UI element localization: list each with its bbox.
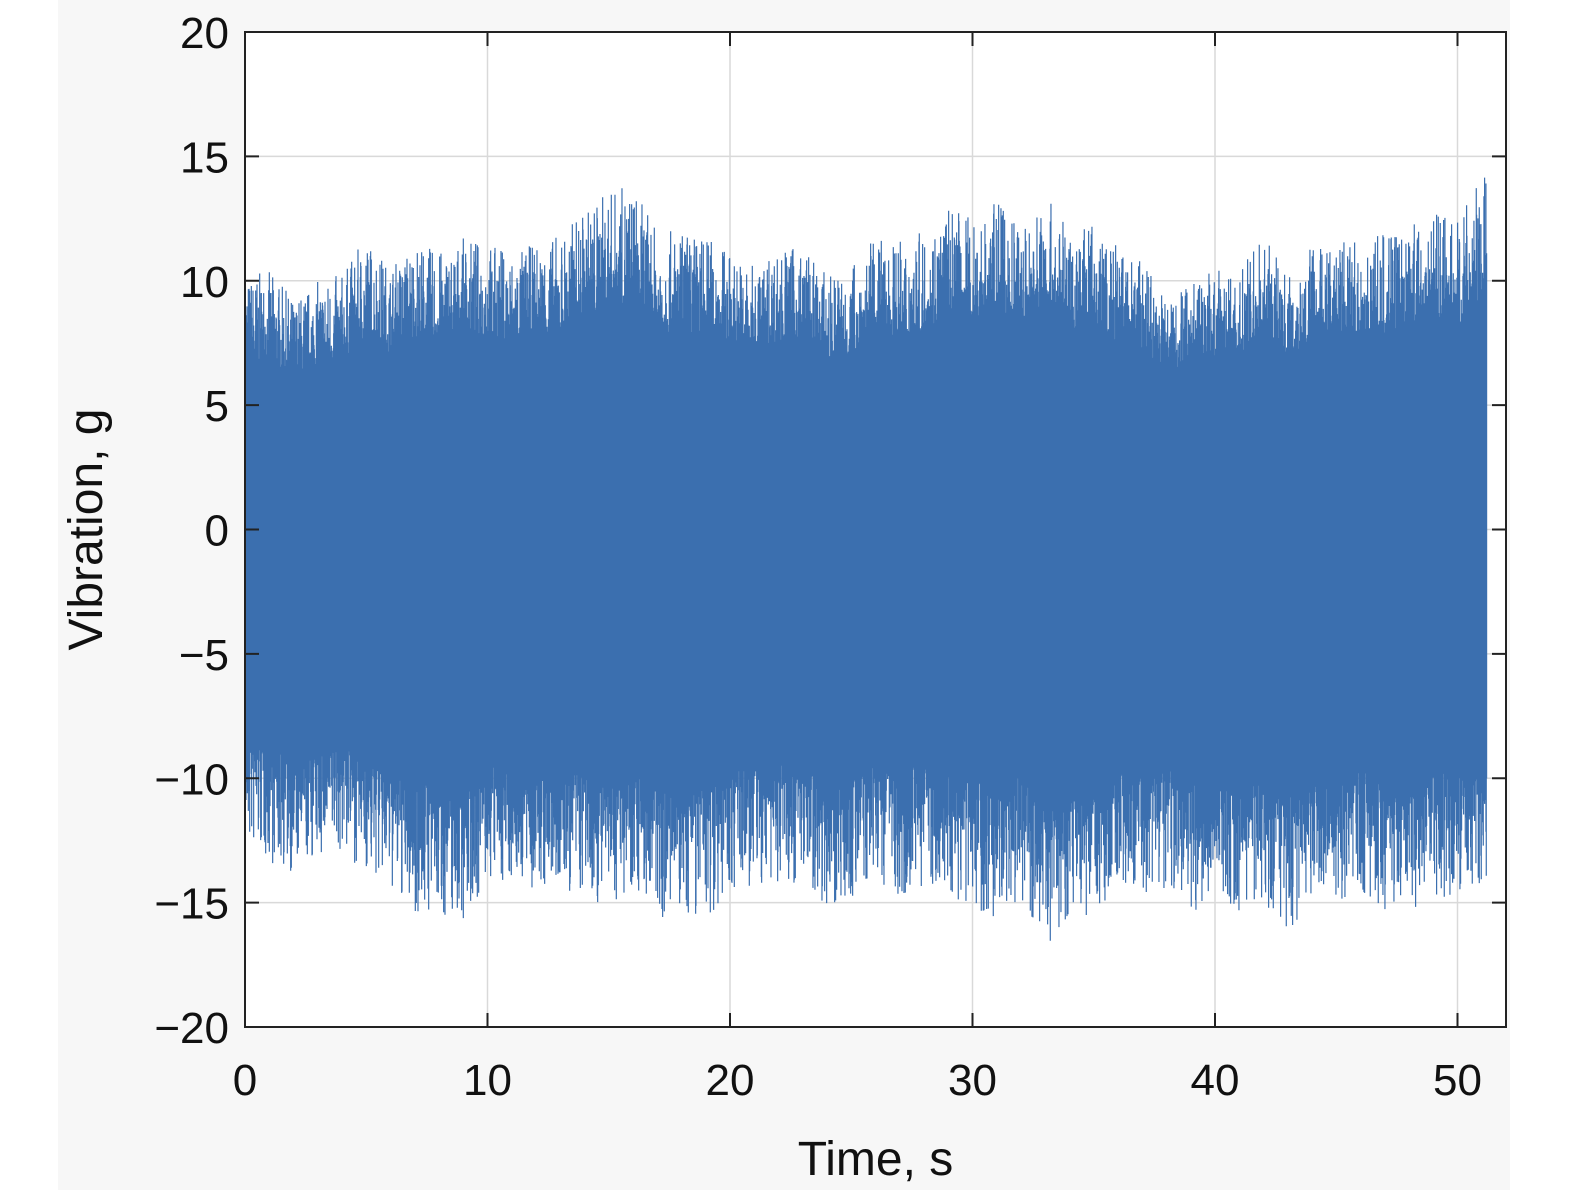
y-tick-label: 0 (205, 507, 229, 556)
y-tick-label: −20 (154, 1004, 229, 1053)
x-tick-label: 40 (1191, 1056, 1240, 1105)
x-axis-title: Time, s (798, 1133, 954, 1186)
x-tick-labels: 0 10 20 30 40 50 (233, 1056, 1482, 1105)
figure-background: 0 10 20 30 40 50 20 15 10 5 0 −5 −10 −15 −20 Time, s … (58, 0, 1510, 1190)
y-tick-label: 15 (180, 133, 229, 182)
y-tick-labels: 20 15 10 5 0 −5 −10 −15 −20 (154, 9, 229, 1053)
x-tick-label: 20 (706, 1056, 755, 1105)
y-tick-label: −10 (154, 755, 229, 804)
y-tick-label: 5 (205, 382, 229, 431)
x-tick-label: 30 (948, 1056, 997, 1105)
y-tick-label: 10 (180, 258, 229, 307)
x-tick-label: 50 (1433, 1056, 1482, 1105)
y-tick-label: −15 (154, 880, 229, 929)
x-tick-label: 10 (463, 1056, 512, 1105)
y-tick-label: 20 (180, 9, 229, 58)
y-tick-label: −5 (179, 631, 229, 680)
x-tick-label: 0 (233, 1056, 257, 1105)
y-axis-title: Vibration, g (60, 409, 113, 651)
axis-ticks (244, 31, 1506, 1028)
